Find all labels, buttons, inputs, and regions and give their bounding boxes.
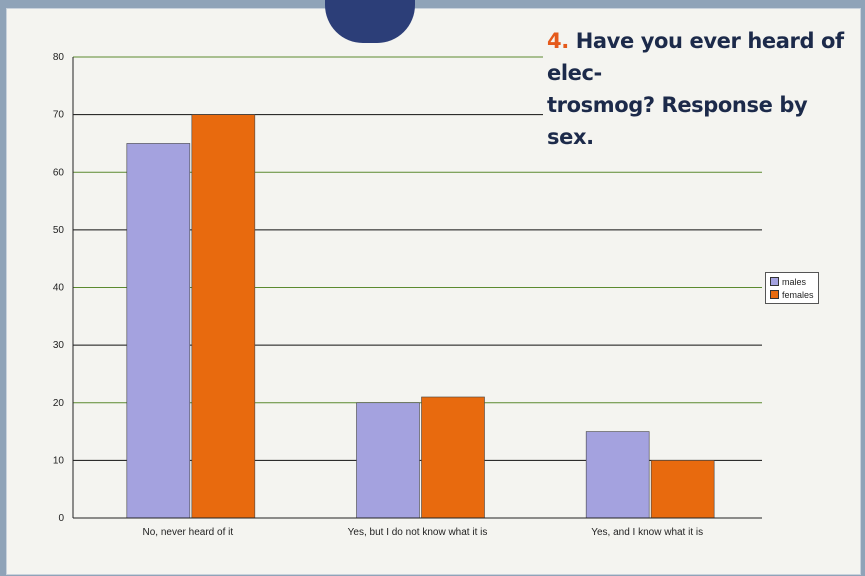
bar-males bbox=[356, 402, 420, 519]
category-label-layer: No, never heard of it Yes, but I do not k… bbox=[143, 527, 704, 538]
y-tick-layer: 0 10 20 30 40 50 60 70 80 bbox=[53, 52, 65, 524]
title-text: 4. Have you ever heard of elec-trosmog? … bbox=[547, 25, 847, 153]
y-tick-label: 20 bbox=[53, 398, 65, 409]
legend-label-females: females bbox=[782, 289, 814, 300]
y-tick-label: 50 bbox=[53, 225, 65, 236]
bar-females bbox=[650, 460, 715, 519]
y-tick-label: 60 bbox=[53, 167, 65, 178]
y-tick-label: 70 bbox=[53, 110, 65, 121]
bar-females bbox=[421, 396, 485, 519]
legend-item-females: females bbox=[770, 288, 814, 301]
bar-males bbox=[126, 143, 191, 519]
legend: males females bbox=[765, 272, 819, 304]
bars-layer bbox=[126, 114, 715, 519]
legend-swatch-females bbox=[770, 290, 779, 299]
y-tick-label: 40 bbox=[53, 283, 65, 294]
x-category-label: No, never heard of it bbox=[143, 527, 234, 538]
x-category-label: Yes, and I know what it is bbox=[591, 527, 703, 538]
title-line-2: trosmog? Response by sex. bbox=[547, 93, 808, 149]
legend-item-males: males bbox=[770, 275, 814, 288]
y-tick-label: 80 bbox=[53, 52, 65, 63]
y-tick-label: 30 bbox=[53, 340, 65, 351]
legend-swatch-males bbox=[770, 277, 779, 286]
question-number: 4. bbox=[547, 29, 569, 53]
x-category-label: Yes, but I do not know what it is bbox=[348, 527, 488, 538]
bar-males bbox=[585, 431, 650, 519]
y-tick-label: 0 bbox=[58, 513, 64, 524]
legend-label-males: males bbox=[782, 276, 807, 287]
chart-title: 4. Have you ever heard of elec-trosmog? … bbox=[543, 21, 853, 157]
y-tick-label: 10 bbox=[53, 455, 65, 466]
title-line-1: Have you ever heard of elec- bbox=[547, 29, 844, 85]
bar-females bbox=[191, 114, 256, 519]
